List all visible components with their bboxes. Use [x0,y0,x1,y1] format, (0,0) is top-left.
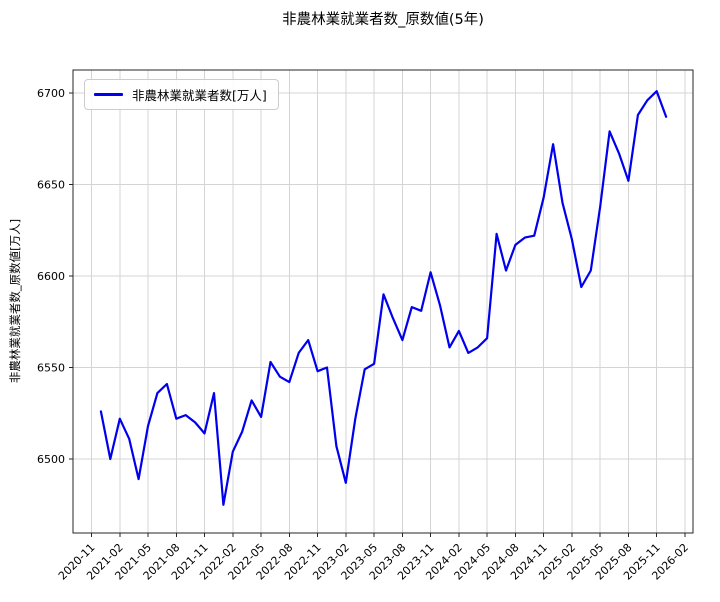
legend-label: 非農林業就業者数[万人] [132,88,267,103]
y-tick-label: 6500 [37,453,65,466]
y-tick-label: 6550 [37,362,65,375]
y-tick-label: 6650 [37,179,65,192]
chart-title: 非農林業就業者数_原数値(5年) [282,12,484,28]
plot-border [72,69,694,534]
legend: 非農林業就業者数[万人] [84,79,279,110]
y-axis-title: 非農林業就業者数_原数値[万人] [8,218,22,384]
y-tick-label: 6600 [37,270,65,283]
y-tick-label: 6700 [37,87,65,100]
legend-line-sample [94,93,123,96]
data-series-line [99,90,668,506]
